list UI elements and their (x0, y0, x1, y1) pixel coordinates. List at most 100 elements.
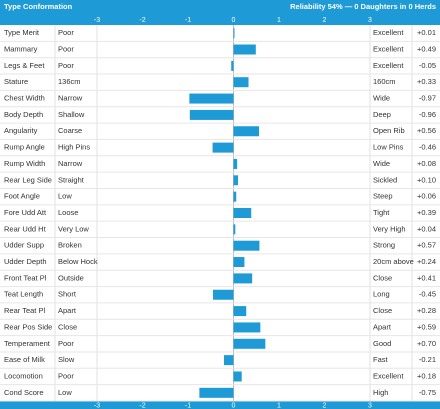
bar (233, 240, 260, 251)
value-label: -0.45 (419, 290, 436, 299)
x-tick-label: 0 (232, 402, 236, 409)
low-label: Below Hock (58, 257, 98, 266)
trait-name: Rear Udd Ht (4, 224, 47, 233)
x-tick-label: -2 (139, 17, 145, 24)
x-tick-label: -2 (139, 402, 145, 409)
bar (233, 28, 235, 39)
trait-name: Legs & Feet (4, 61, 45, 70)
value-label: +0.04 (417, 224, 436, 233)
x-tick-label: -3 (94, 17, 100, 24)
value-label: +0.57 (417, 241, 436, 250)
value-label: -0.96 (419, 110, 436, 119)
value-label: -0.75 (419, 388, 436, 397)
x-tick-label: 2 (323, 402, 327, 409)
trait-name: Cond Score (4, 388, 44, 397)
value-label: +0.49 (417, 45, 436, 54)
high-label: Excellent (373, 61, 404, 70)
bar (233, 208, 252, 218)
high-label: Sickled (373, 175, 397, 184)
high-label: Wide (373, 94, 390, 103)
trait-name: Locomotion (4, 371, 43, 380)
trait-name: Type Merit (4, 28, 40, 37)
x-tick-label: 1 (277, 402, 281, 409)
low-label: Narrow (58, 159, 83, 168)
bar (233, 338, 266, 349)
low-label: Poor (58, 339, 74, 348)
low-label: Straight (58, 175, 85, 184)
value-label: +0.28 (417, 306, 436, 315)
x-tick-label: 0 (232, 17, 236, 24)
low-label: Poor (58, 61, 74, 70)
bar (231, 60, 234, 71)
high-label: High (373, 388, 388, 397)
trait-name: Rear Pos Side (4, 322, 52, 331)
trait-name: Udder Depth (4, 257, 47, 266)
x-tick-label: 2 (323, 17, 327, 24)
value-label: -0.21 (419, 355, 436, 364)
x-tick-label: -1 (185, 17, 191, 24)
bar (233, 257, 245, 268)
value-label: +0.01 (417, 28, 436, 37)
trait-name: Front Teat Pl (4, 273, 47, 282)
high-label: 160cm (373, 77, 396, 86)
bar (223, 355, 234, 366)
value-label: +0.18 (417, 371, 436, 380)
high-label: Open Rib (373, 126, 405, 135)
value-label: +0.39 (417, 208, 436, 217)
high-label: Good (373, 339, 391, 348)
trait-name: Teat Length (4, 290, 43, 299)
value-label: -0.05 (419, 61, 436, 70)
low-label: Low (58, 388, 72, 397)
bar (199, 387, 234, 398)
bar (233, 273, 253, 284)
trait-name: Foot Angle (4, 192, 40, 201)
x-tick-label: 3 (368, 402, 372, 409)
low-label: Apart (58, 306, 77, 315)
trait-name: Rear Leg Side (4, 175, 52, 184)
trait-name: Mammary (4, 45, 38, 54)
low-label: High Pins (58, 143, 90, 152)
value-label: +0.10 (417, 175, 436, 184)
bar (213, 289, 234, 300)
low-label: Poor (58, 45, 74, 54)
low-label: Poor (58, 28, 74, 37)
low-label: Narrow (58, 94, 83, 103)
low-label: Coarse (58, 126, 82, 135)
high-label: Close (373, 306, 392, 315)
low-label: Close (58, 322, 77, 331)
low-label: Broken (58, 241, 82, 250)
high-label: Excellent (373, 371, 404, 380)
high-label: Low Pins (373, 143, 404, 152)
bar (233, 77, 249, 88)
bar (189, 93, 234, 104)
trait-name: Rump Angle (4, 143, 45, 152)
value-label: +0.33 (417, 77, 436, 86)
trait-name: Rear Teat Pl (4, 306, 45, 315)
trait-name: Fore Udd Att (4, 208, 47, 217)
value-label: +0.59 (417, 322, 436, 331)
trait-name: Udder Supp (4, 241, 44, 250)
value-label: +0.41 (417, 273, 436, 282)
trait-name: Ease of Milk (4, 355, 45, 364)
value-label: +0.70 (417, 339, 436, 348)
high-label: Excellent (373, 45, 404, 54)
bar (233, 322, 261, 333)
bar (233, 158, 238, 169)
trait-name: Temperament (4, 339, 51, 348)
value-label: -0.46 (419, 143, 436, 152)
high-label: Strong (373, 241, 395, 250)
high-label: Long (373, 290, 390, 299)
low-label: 136cm (58, 77, 81, 86)
value-label: +0.24 (417, 257, 436, 266)
high-label: Fast (373, 355, 389, 364)
high-label: 20cm above (373, 257, 414, 266)
trait-name: Stature (4, 77, 28, 86)
header-bar (0, 0, 440, 25)
low-label: Low (58, 192, 72, 201)
bar (233, 371, 242, 382)
x-tick-label: -1 (185, 402, 191, 409)
low-label: Poor (58, 371, 74, 380)
high-label: Deep (373, 110, 391, 119)
high-label: Steep (373, 192, 393, 201)
x-tick-label: 3 (368, 17, 372, 24)
